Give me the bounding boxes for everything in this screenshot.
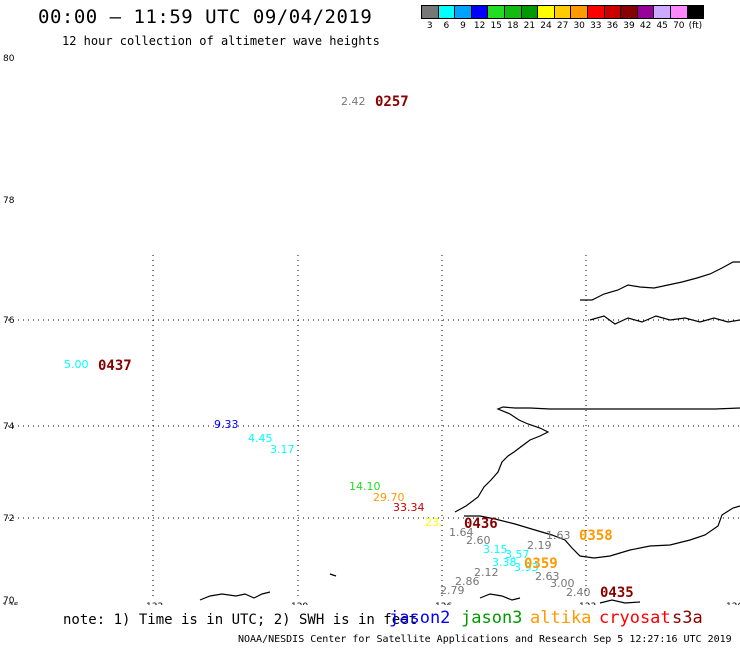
legend-altika: altika: [530, 608, 592, 628]
legend-s3a: s3a: [672, 608, 703, 628]
latitude-label: 74: [3, 422, 15, 432]
longitude-label: -123: [576, 602, 596, 605]
colorbar-label: 42: [639, 21, 652, 31]
colorbar-label: 18: [507, 21, 519, 31]
wave-height-observation: 2.60: [466, 534, 491, 547]
wave-height-observation: 14.10: [349, 480, 381, 493]
coastline: [199, 261, 740, 604]
colorbar-label: 21: [523, 21, 536, 31]
pass-time-label: 0358: [579, 528, 613, 544]
altimeter-map: 80 78 76 74 72 70 -135 -132 -129 -126 -123 -120 2.…: [0, 54, 740, 605]
map-subtitle: 12 hour collection of altimeter wave hei…: [62, 34, 380, 48]
wave-height-observation: 3.38: [492, 556, 517, 569]
island-south-2: [479, 593, 521, 601]
longitude-label: -135: [0, 602, 19, 605]
colorbar-label: 15: [490, 21, 502, 31]
wave-height-observation: 3.57: [505, 548, 530, 561]
pass-time-label: 0437: [98, 358, 132, 374]
wave-height-observation: 29.70: [373, 491, 405, 504]
colorbar-label: 24: [540, 21, 552, 31]
wave-height-observation: 2.86: [455, 575, 480, 588]
wave-height-observation: 2.12: [474, 566, 499, 579]
wave-height-observation: 1.63: [546, 529, 571, 542]
wave-height-observation: 33.34: [393, 501, 425, 514]
longitude-label: -132: [143, 602, 163, 605]
coastline-north: [454, 406, 740, 513]
wave-height-observation: 2.42: [341, 95, 366, 108]
wave-height-colorbar: [421, 5, 705, 19]
island-south-3: [599, 599, 641, 604]
wave-height-observation: 9.33: [214, 418, 239, 431]
footer-note: note: 1) Time is in UTC; 2) SWH is in fe…: [63, 612, 418, 628]
wave-height-observation: 4.45: [248, 432, 273, 445]
wave-height-observation: 5.00: [64, 358, 89, 371]
longitude-label: -126: [432, 602, 453, 605]
pass-time-label: 0359: [524, 556, 558, 572]
colorbar-labels: 3 6 9 12 15 18 21 24 27 30 33 36 39 42 45 70 (ft): [421, 21, 740, 33]
wave-height-observation: 3.17: [270, 443, 295, 456]
coastline-banks-south: [589, 315, 740, 325]
wave-height-observation: 2.63: [535, 570, 560, 583]
colorbar-label: 36: [606, 21, 619, 31]
wave-height-observation: 3.00: [550, 577, 575, 590]
wave-height-observation: 2.79: [440, 584, 465, 597]
island-south-4: [329, 573, 337, 577]
coastline-amundsen: [464, 505, 740, 559]
latitude-label: 76: [3, 316, 15, 326]
wave-height-observation: 3.93: [514, 561, 539, 574]
wave-height-observation: 23.: [425, 516, 443, 529]
colorbar-label: 12: [473, 21, 486, 31]
legend-jason2: jason2: [389, 608, 451, 628]
wave-height-observation: 3.15: [483, 543, 508, 556]
pass-time-label: 0436: [464, 516, 498, 532]
colorbar-cell: [686, 5, 705, 19]
graticule: [8, 255, 740, 600]
latitude-label: 70: [3, 596, 15, 605]
wave-height-observation: 2.19: [527, 539, 552, 552]
longitude-label: -120: [723, 602, 740, 605]
colorbar-label: 45: [656, 21, 668, 31]
colorbar-label: 30: [573, 21, 585, 31]
colorbar-label: 70: [673, 21, 685, 31]
colorbar-label: 3: [426, 21, 433, 31]
colorbar-label: (ft): [688, 21, 703, 31]
colorbar-label: 9: [460, 21, 466, 31]
footer-credit: NOAA/NESDIS Center for Satellite Applica…: [238, 634, 732, 645]
pass-time-label: 0435: [600, 585, 634, 601]
pass-time-label: 0257: [375, 94, 409, 110]
legend-cryosat: cryosat: [599, 608, 671, 628]
legend-jason3: jason3: [461, 608, 523, 628]
wave-height-observation: 2.40: [566, 586, 591, 599]
longitude-label: -129: [288, 602, 309, 605]
colorbar-label: 6: [443, 21, 450, 31]
colorbar-label: 27: [556, 21, 569, 31]
colorbar-label: 39: [623, 21, 635, 31]
latitude-label: 72: [3, 514, 14, 524]
colorbar-label: 33: [590, 21, 602, 31]
map-title: 00:00 – 11:59 UTC 09/04/2019: [38, 6, 373, 28]
coastline-banks: [580, 261, 740, 301]
latitude-label: 80: [3, 54, 15, 64]
island-south-1: [199, 591, 271, 601]
latitude-label: 78: [3, 196, 15, 206]
wave-height-observation: 1.64: [449, 526, 474, 539]
